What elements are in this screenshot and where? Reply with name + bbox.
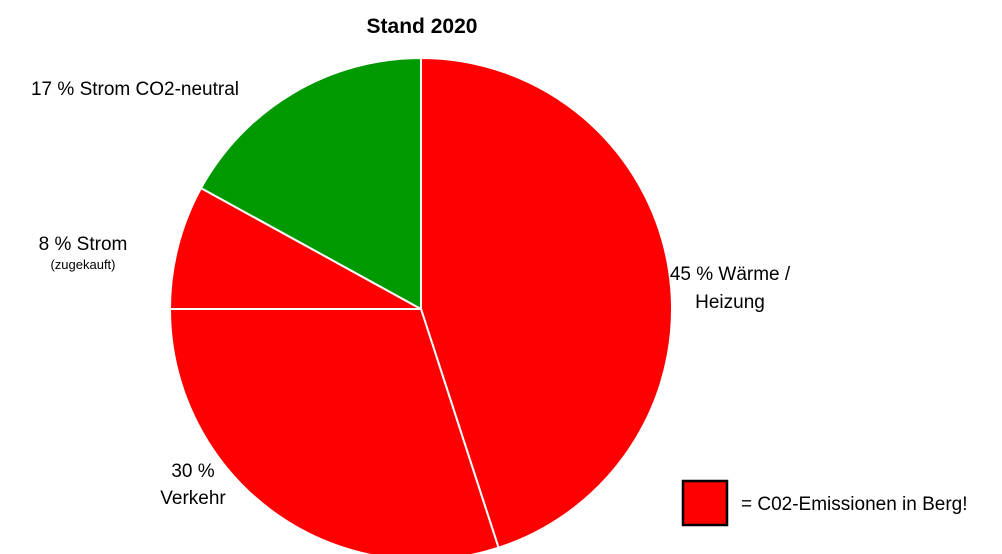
pie-slice-0: [420, 56, 673, 549]
slice-label-0-line-1: Heizung: [695, 292, 765, 313]
slice-label-3-line-0: 17 % Strom CO2-neutral: [31, 79, 239, 100]
chart-title: Stand 2020: [367, 15, 478, 38]
legend: = C02-Emissionen in Berg!: [681, 479, 968, 527]
pie-slice-2: [168, 186, 422, 310]
slice-labels: 45 % Wärme / Heizung 30 % Verkehr 8 % Strom (…: [31, 79, 791, 509]
legend-swatch: [681, 479, 729, 527]
slice-label-2-line-0: 8 % Strom: [39, 234, 128, 255]
pie-slice-1: [168, 308, 500, 554]
slice-label-1-line-1: Verkehr: [160, 488, 226, 509]
pie-slice-3: [199, 56, 422, 311]
slice-sublabel-2: (zugekauft): [50, 257, 115, 272]
legend-label: = C02-Emissionen in Berg!: [741, 494, 968, 515]
pie-slices: [168, 56, 673, 554]
slice-label-1-line-0: 30 %: [171, 461, 214, 482]
slice-label-0-line-0: 45 % Wärme /: [670, 264, 791, 285]
